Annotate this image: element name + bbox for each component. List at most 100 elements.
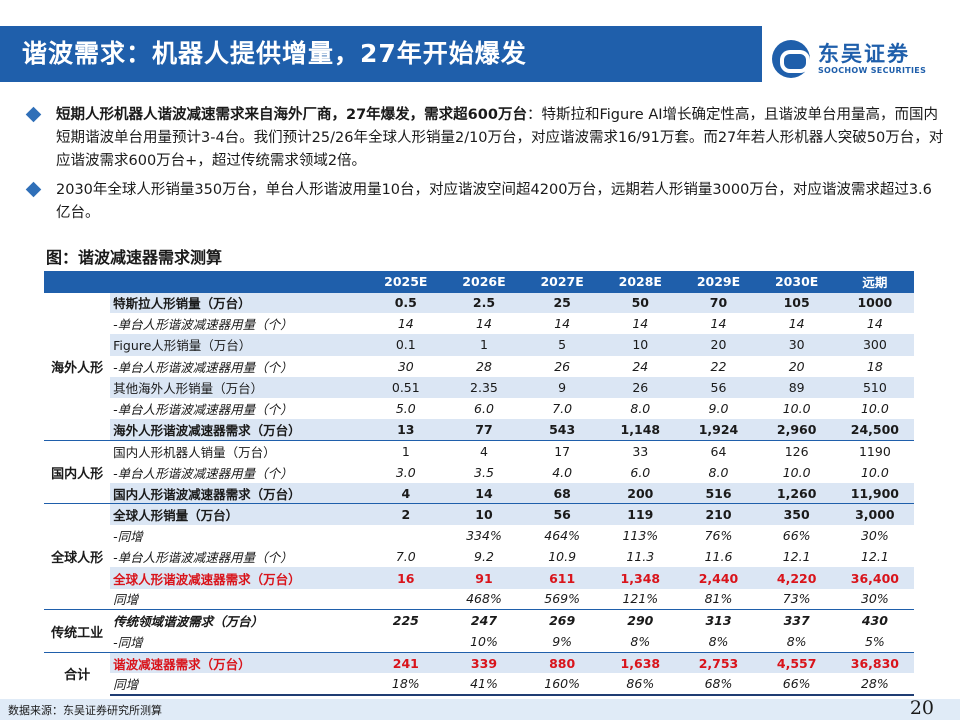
table-cell: 6.0 bbox=[630, 464, 651, 480]
row-label: 全球人形谐波减速器需求（万台） bbox=[110, 567, 367, 589]
table-cell: 105 bbox=[757, 291, 836, 314]
table-cell: 20 bbox=[788, 358, 805, 374]
table-cell: 10.0 bbox=[860, 464, 889, 480]
table-cell: 200 bbox=[601, 482, 680, 504]
table-cell: 30 bbox=[397, 358, 414, 374]
table-cell: 4,220 bbox=[757, 567, 836, 589]
table-cell: 68% bbox=[679, 673, 758, 696]
table-row: 全球人形谐波减速器需求（万台） 16 91 611 1,348 2,440 4,220 36,… bbox=[44, 567, 914, 589]
table-cell: 26 bbox=[601, 376, 680, 398]
row-label: 海外人形谐波减速器需求（万台） bbox=[110, 419, 367, 441]
table-cell: 28% bbox=[835, 673, 914, 696]
table-cell: 0.5 bbox=[366, 291, 445, 314]
column-header: 2025E bbox=[366, 271, 445, 292]
table-row: 同增 468% 569% 121% 81% 73% 30% bbox=[44, 589, 914, 610]
row-label: Figure人形销量（万台） bbox=[110, 334, 367, 356]
page-title: 谐波需求：机器人提供增量，27年开始爆发 bbox=[0, 26, 762, 82]
table-cell: 10.9 bbox=[548, 549, 577, 565]
table-cell: 30 bbox=[757, 334, 836, 356]
row-group-label: 全球人形 bbox=[44, 503, 111, 610]
table-cell: 2.35 bbox=[444, 376, 524, 398]
table-cell: 76% bbox=[704, 528, 733, 544]
table-cell: 64 bbox=[679, 439, 758, 462]
table-row: 全球人形 全球人形销量（万台） 2 10 56 119 210 350 3,000 bbox=[44, 503, 914, 610]
table-cell: 3.5 bbox=[474, 464, 494, 480]
row-label: 国内人形机器人销量（万台） bbox=[110, 439, 367, 462]
bullet-item: 短期人形机器人谐波减速需求来自海外厂商，27年爆发，需求超600万台：特斯拉和F… bbox=[25, 104, 946, 173]
table-cell: 126 bbox=[757, 439, 836, 462]
table-cell: 10.0 bbox=[782, 401, 811, 417]
table-cell: 86% bbox=[601, 673, 680, 696]
table-row: 海外人形 特斯拉人形销量（万台） 0.5 2.5 25 50 70 105 1000 bbox=[44, 291, 914, 441]
column-header: 2029E bbox=[679, 271, 758, 292]
table-row: -单台人形谐波减速器用量（个） 3.0 3.5 4.0 6.0 8.0 10.0 10.0 bbox=[44, 462, 914, 483]
row-label: 同增 bbox=[110, 673, 367, 696]
header-blank bbox=[110, 271, 367, 292]
table-cell: 160% bbox=[523, 673, 602, 696]
table-row: 合计 谐波减速器需求（万台） 241 339 880 1,638 2,753 4,557 36,… bbox=[44, 651, 914, 695]
table-cell: 8% bbox=[630, 633, 651, 649]
table-cell: 24 bbox=[632, 358, 649, 374]
table-cell: 3,000 bbox=[835, 503, 914, 526]
table-row: 国内人形谐波减速器需求（万台） 4 14 68 200 516 1,260 11,900 bbox=[44, 482, 914, 504]
table-row: -单台人形谐波减速器用量（个） 7.0 9.2 10.9 11.3 11.6 12.1 12.… bbox=[44, 546, 914, 567]
table-cell: 241 bbox=[366, 651, 445, 674]
table-cell: 225 bbox=[366, 609, 445, 631]
table-cell: 1 bbox=[444, 334, 524, 356]
table-cell: 468% bbox=[466, 591, 502, 607]
table-row: 海外人形谐波减速器需求（万台） 13 77 543 1,148 1,924 2,960 24,… bbox=[44, 419, 914, 441]
table-cell: 12.1 bbox=[782, 549, 811, 565]
table-cell: 337 bbox=[757, 609, 836, 631]
row-label: 国内人形谐波减速器需求（万台） bbox=[110, 482, 367, 504]
table-cell: 1,148 bbox=[601, 419, 680, 441]
table-cell: 8% bbox=[708, 633, 729, 649]
table-cell: 73% bbox=[782, 591, 811, 607]
table-cell: 56 bbox=[523, 503, 602, 526]
company-logo: 东吴证券 SOOCHOW SECURITIES bbox=[772, 38, 952, 82]
table-cell: 33 bbox=[601, 439, 680, 462]
table-cell: 11,900 bbox=[835, 482, 914, 504]
table-cell bbox=[367, 631, 445, 652]
diamond-bullet-icon bbox=[25, 181, 42, 198]
table-row: -单台人形谐波减速器用量（个） 5.0 6.0 7.0 8.0 9.0 10.0 10.0 bbox=[44, 398, 914, 419]
table-cell: 510 bbox=[835, 376, 914, 398]
table-cell: 210 bbox=[679, 503, 758, 526]
table-cell: 4,557 bbox=[757, 651, 836, 674]
table-cell: 2,440 bbox=[679, 567, 758, 589]
table-cell: 350 bbox=[757, 503, 836, 526]
diamond-bullet-icon bbox=[25, 106, 42, 123]
table-cell: 16 bbox=[366, 567, 445, 589]
table-cell: 26 bbox=[554, 358, 571, 374]
table-cell: 4.0 bbox=[552, 464, 573, 480]
table-cell: 66% bbox=[757, 673, 836, 696]
row-label: -单台人形谐波减速器用量（个） bbox=[113, 402, 293, 418]
table-cell: 36,400 bbox=[835, 567, 914, 589]
table-cell: 4 bbox=[444, 439, 524, 462]
table-row: -同增 334% 464% 113% 76% 66% 30% bbox=[44, 525, 914, 546]
table-cell: 30% bbox=[860, 528, 889, 544]
row-label: -单台人形谐波减速器用量（个） bbox=[113, 317, 293, 333]
table-row: 传统工业 传统领域谐波需求（万台） 225 247 269 290 313 337 430 bbox=[44, 609, 914, 653]
table-cell: 2.5 bbox=[444, 291, 524, 314]
table-cell: 1190 bbox=[835, 439, 914, 462]
row-label: -单台人形谐波减速器用量（个） bbox=[113, 359, 293, 375]
table-cell: 8.0 bbox=[708, 464, 729, 480]
table-row: -单台人形谐波减速器用量（个） 14 14 14 14 14 14 14 bbox=[44, 313, 914, 334]
table-cell: 14 bbox=[788, 316, 805, 332]
table-cell: 10 bbox=[444, 503, 524, 526]
logo-chinese-name: 东吴证券 bbox=[818, 42, 910, 66]
row-group-label: 传统工业 bbox=[44, 609, 111, 653]
table-cell: 36,830 bbox=[835, 651, 914, 674]
table-cell: 14 bbox=[444, 482, 524, 504]
table-cell: 9 bbox=[523, 376, 602, 398]
logo-english-name: SOOCHOW SECURITIES bbox=[818, 66, 927, 75]
row-label: -同增 bbox=[113, 529, 143, 545]
row-label: 传统领域谐波需求（万台） bbox=[110, 609, 367, 631]
table-cell: 880 bbox=[523, 651, 602, 674]
table-cell: 1 bbox=[366, 439, 445, 462]
table-cell bbox=[367, 525, 445, 546]
row-group-label: 国内人形 bbox=[44, 439, 111, 504]
table-cell: 5 bbox=[523, 334, 602, 356]
table-cell: 14 bbox=[632, 316, 649, 332]
footer: 数据来源：东吴证券研究所测算 20 bbox=[0, 697, 960, 720]
